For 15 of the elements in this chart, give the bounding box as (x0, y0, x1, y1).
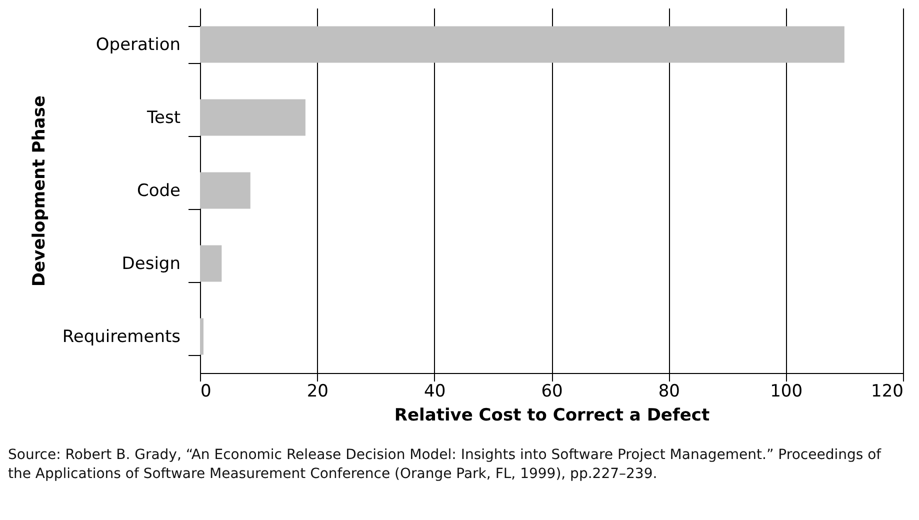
x-axis-title: Relative Cost to Correct a Defect (394, 406, 710, 426)
y-tick-label: Operation (96, 35, 180, 55)
y-tick-label: Requirements (62, 327, 181, 347)
x-tick-label: 80 (658, 382, 680, 402)
source-note: Source: Robert B. Grady, “An Economic Release Decision Model: Insights into Software Project Management.” Proceedings of the Applications of Software Measurement Conference (Orange Park, FL, 1999), pp.227–239. (8, 446, 882, 484)
y-tick-label: Code (136, 181, 180, 201)
x-tick-label: 60 (541, 382, 563, 402)
y-tick-label: Design (122, 254, 180, 274)
x-tick-label: 100 (770, 382, 803, 402)
x-tick-label: 120 (871, 382, 904, 402)
x-tick-label: 40 (424, 382, 446, 402)
x-tick-label: 0 (200, 382, 212, 402)
y-tick-label: Test (146, 108, 181, 128)
x-tick-label: 20 (306, 382, 328, 402)
y-axis-title: Development Phase (29, 95, 50, 287)
